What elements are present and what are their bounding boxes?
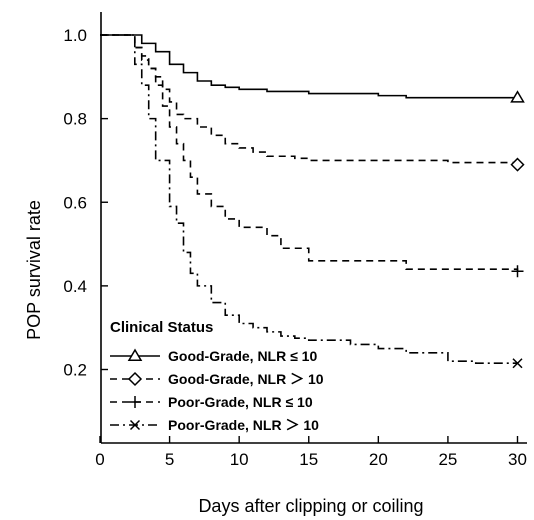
series-layer [100, 34, 525, 369]
x-axis-label: Days after clipping or coiling [198, 496, 423, 516]
series-1 [100, 34, 525, 103]
legend-label: Poor-Grade, NLR ＞ 10 [168, 417, 319, 433]
x-tick-label: 20 [369, 450, 388, 469]
legend-marker [129, 396, 141, 408]
x-tick-label: 25 [438, 450, 457, 469]
series-line [100, 34, 518, 99]
legend-marker [129, 419, 141, 431]
y-tick-label: 1.0 [63, 26, 87, 45]
legend-label: Good-Grade, NLR ≤ 10 [168, 348, 317, 364]
x-b [512, 358, 523, 369]
series-end-marker [510, 90, 525, 103]
series-2 [100, 34, 525, 172]
series-line [100, 34, 519, 165]
legend-entry-3: Poor-Grade, NLR ≤ 10 [110, 394, 313, 410]
y-axis-label: POP survival rate [24, 200, 44, 340]
y-tick-label: 0.6 [63, 193, 87, 212]
y-axis-ticks: 0.2 0.4 0.6 0.8 1.0 [63, 26, 108, 380]
legend-label: Poor-Grade, NLR ≤ 10 [168, 394, 313, 410]
series-end-marker [512, 358, 523, 369]
y-tick-label: 0.4 [63, 277, 87, 296]
series-line [100, 34, 518, 365]
legend-marker [127, 348, 143, 361]
series-end-marker [510, 157, 525, 172]
x-tick-label: 10 [230, 450, 249, 469]
legend-label: Good-Grade, NLR ＞ 10 [168, 371, 324, 387]
x-tick-label: 0 [95, 450, 104, 469]
series-line [100, 34, 519, 272]
legend: Clinical Status Good-Grade, NLR ≤ 10 Good… [110, 319, 324, 433]
x-tick-label: 30 [508, 450, 527, 469]
legend-marker [127, 371, 143, 387]
x-tick-label: 15 [299, 450, 318, 469]
legend-entry-1: Good-Grade, NLR ≤ 10 [110, 348, 317, 364]
x-axis-ticks: 0 5 10 15 20 25 30 [95, 436, 527, 469]
legend-title: Clinical Status [110, 319, 213, 336]
legend-entry-4: Poor-Grade, NLR ＞ 10 [110, 417, 319, 433]
series-3 [100, 34, 524, 278]
series-end-marker [511, 265, 524, 278]
legend-entry-2: Good-Grade, NLR ＞ 10 [110, 371, 324, 387]
axes [100, 12, 527, 444]
y-tick-label: 0.8 [63, 110, 87, 129]
x-b [129, 419, 141, 431]
y-tick-label: 0.2 [63, 361, 87, 380]
series-4 [100, 34, 523, 369]
x-tick-label: 5 [165, 450, 174, 469]
